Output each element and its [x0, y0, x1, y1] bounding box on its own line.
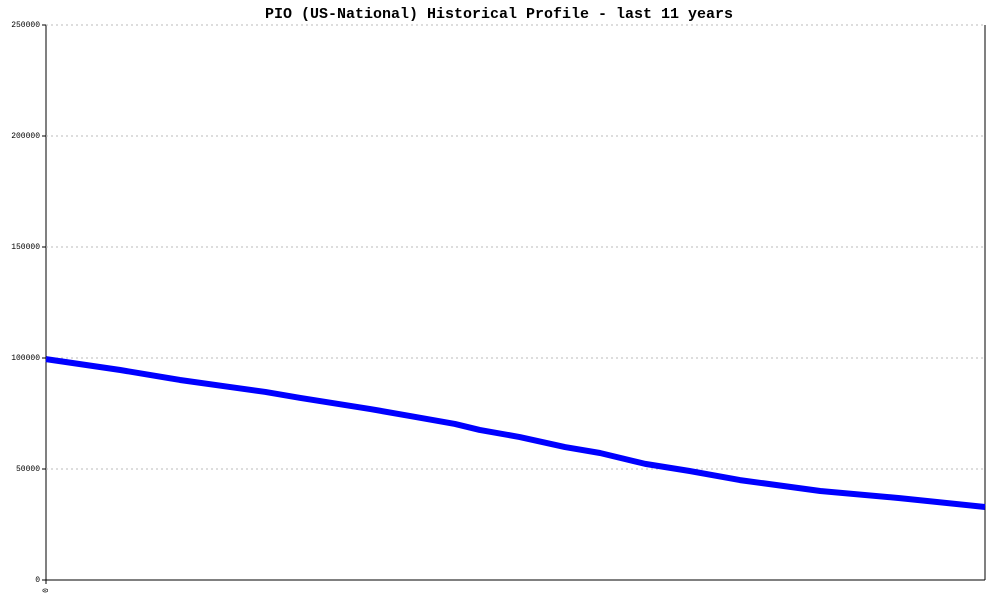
- chart-title: PIO (US-National) Historical Profile - l…: [265, 6, 733, 23]
- y-tick-label: 0: [35, 576, 40, 585]
- y-tick-label: 250000: [11, 21, 40, 30]
- data-line: [45, 356, 986, 510]
- y-tick-label: 150000: [11, 243, 40, 252]
- y-tick-label: 100000: [11, 354, 40, 363]
- y-tick-label: 50000: [16, 465, 40, 474]
- y-tick-label: 200000: [11, 132, 40, 141]
- x-tick-label: 0: [42, 588, 51, 593]
